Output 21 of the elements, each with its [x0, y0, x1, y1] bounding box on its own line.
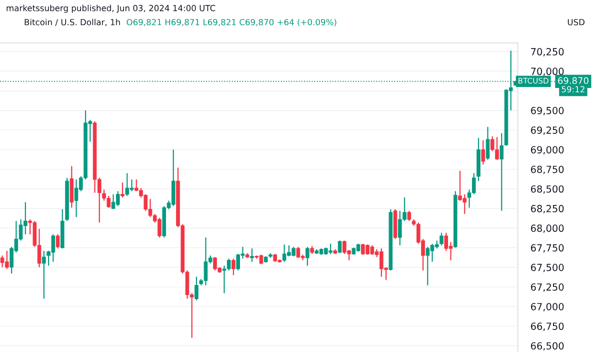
text: marketssuberg published, Jun 03, 2024 14:00 UTC [6, 4, 216, 13]
text: 59:12 [562, 86, 584, 92]
y-tick-label: 68,750 [530, 166, 564, 174]
y-tick-label: 68,000 [530, 224, 564, 233]
y-tick-label: 70,250 [531, 48, 564, 56]
y-tick-label: 69,500 [530, 106, 564, 116]
y-tick-label: 70,000 [531, 68, 564, 76]
y-tick-label: 69,000 [530, 146, 564, 154]
y-tick-label: 66,750 [530, 322, 564, 331]
chart-subtitle: O69,821 H69,871 L69,821 C69,870 +64 (+0.09%) [126, 18, 336, 26]
y-tick-label: 67,000 [530, 302, 564, 312]
chart-title: Bitcoin / U.S. Dollar, 1h [24, 18, 120, 26]
y-tick-label: 67,500 [530, 264, 564, 272]
y-tick-label: 67,750 [530, 244, 564, 252]
y-tick-label: 67,250 [530, 283, 564, 292]
y-tick-label: 69,250 [530, 126, 564, 135]
text: USD [568, 18, 585, 26]
y-tick-label: 68,250 [530, 204, 564, 214]
y-tick-label: 66,500 [530, 342, 564, 351]
ref-line-label: 69,870 [558, 77, 588, 85]
y-tick-label: 68,500 [530, 185, 564, 194]
